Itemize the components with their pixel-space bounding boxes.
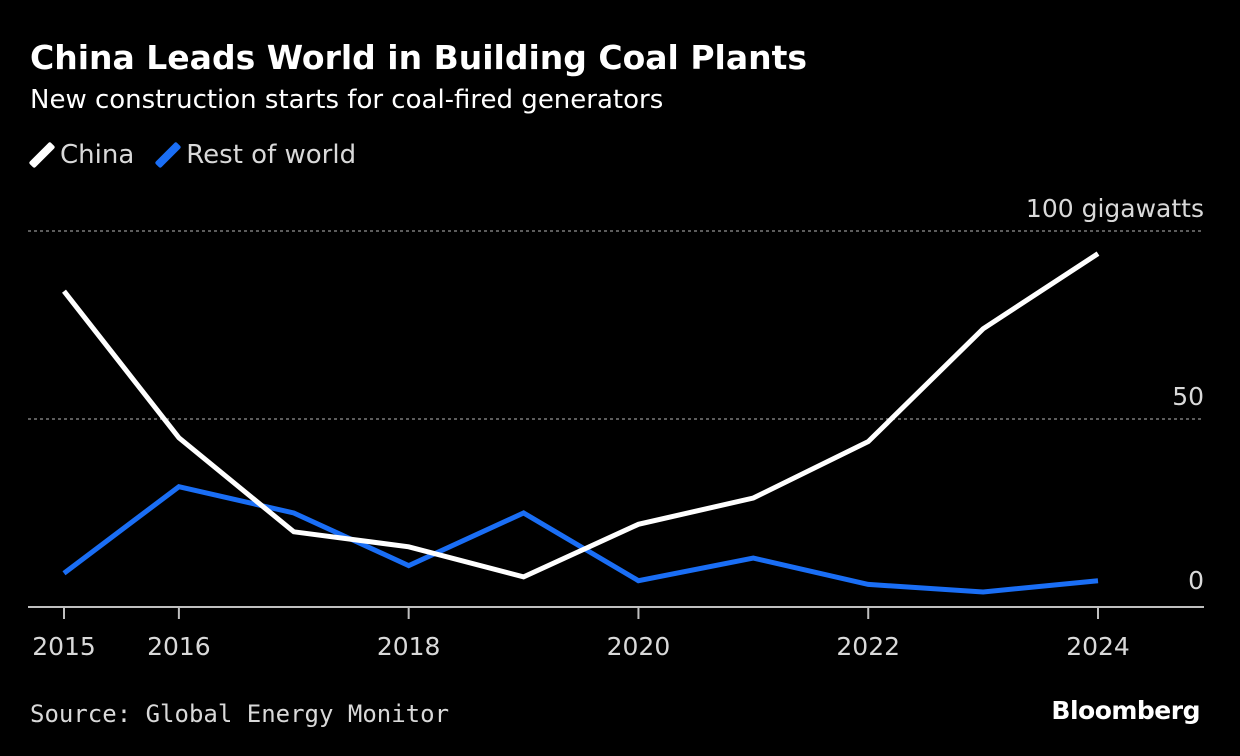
x-tick-label-0: 2015: [32, 632, 96, 661]
legend-label-rest-of-world: Rest of world: [186, 140, 357, 170]
x-tick-label-5: 2024: [1066, 632, 1130, 661]
x-tick-label-4: 2022: [836, 632, 900, 661]
y-tick-label-1: 50: [1172, 382, 1204, 411]
legend-item-china: China: [28, 140, 135, 170]
legend-label-china: China: [60, 140, 135, 170]
legend-item-rest-of-world: Rest of world: [154, 140, 357, 170]
chart-subtitle: New construction starts for coal-fired g…: [30, 85, 664, 115]
x-tick-label-3: 2020: [607, 632, 671, 661]
series-line-rest-of-world: [62, 484, 1099, 595]
y-tick-label-0: 0: [1188, 566, 1204, 595]
x-tick-label-1: 2016: [147, 632, 211, 661]
source-note: Source: Global Energy Monitor: [30, 700, 450, 728]
bloomberg-logo: Bloomberg: [1051, 696, 1200, 725]
chart-title: China Leads World in Building Coal Plant…: [30, 38, 808, 77]
x-tick-label-2: 2018: [377, 632, 441, 661]
y-tick-label-2: 100 gigawatts: [1026, 194, 1204, 223]
legend: China Rest of world: [28, 140, 378, 170]
series-line-china: [62, 251, 1100, 580]
